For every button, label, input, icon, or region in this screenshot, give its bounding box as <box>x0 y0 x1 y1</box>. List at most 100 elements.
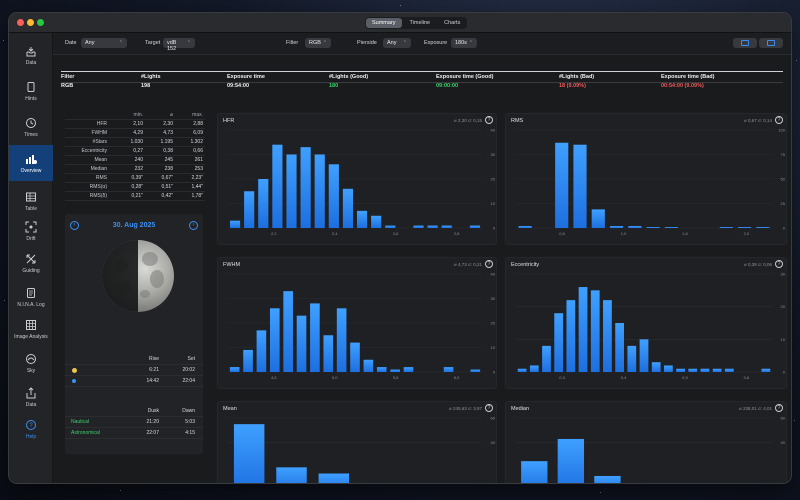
sidebar-item-guiding[interactable]: Guiding <box>9 245 53 281</box>
stats-row: RMS(α) 0,28" 0,51" 1,44" <box>65 183 205 192</box>
sidebar-item-drift[interactable]: Drift <box>9 213 53 249</box>
layout-toggle-a-button[interactable] <box>733 38 757 48</box>
stats-cell: ⌀ <box>169 112 173 118</box>
chart-stat: ⌀ 4,73 σ: 0,21 <box>453 262 482 267</box>
histogram-bar <box>518 226 532 228</box>
astronomical-label: Astronomical <box>71 430 100 436</box>
stats-cell: 1.195 <box>160 139 173 145</box>
histogram-bar <box>385 225 396 228</box>
histogram-bar <box>594 475 621 483</box>
tab-timeline[interactable]: Timeline <box>409 20 431 26</box>
sidebar-item-image-analysis[interactable]: Image Analysis <box>9 311 53 347</box>
sidebar-item-hints[interactable]: Hints <box>9 73 53 109</box>
histogram-plot: 40 60 <box>516 416 786 483</box>
x-tick-label: 0,4 <box>621 375 627 380</box>
filter-filter-select[interactable]: RGB ⌃ <box>305 38 331 48</box>
sidebar-item-sky[interactable]: Sky <box>9 345 53 381</box>
sidebar-item-n-i-n-a-log[interactable]: N.I.N.A. Log <box>9 279 53 315</box>
histogram-bar <box>244 191 255 228</box>
stats-cell: 4,29 <box>133 130 143 136</box>
histogram-bar <box>557 438 585 483</box>
svg-text:?: ? <box>29 423 33 429</box>
histogram-bar <box>403 367 414 372</box>
sidebar-item-overview[interactable]: Overview <box>9 145 53 181</box>
nautical-row: Nautical 21:20 5:03 <box>65 417 203 428</box>
histogram-plot: 0 25 50 75 100 0,6 1,0 1,6 2,0 <box>516 128 786 236</box>
histogram-bar <box>443 367 454 372</box>
chart-help-icon[interactable]: ? <box>775 260 783 268</box>
rise-set-header: Rise Set <box>65 354 203 365</box>
chart-help-icon[interactable]: ? <box>485 260 493 268</box>
summary-value: 00:54:00 (9.09%) <box>661 83 704 89</box>
stats-cell: 1,78" <box>191 193 203 199</box>
layout-toggle-b-button[interactable] <box>759 38 783 48</box>
date-filter-select[interactable]: Any ⌃ <box>81 38 127 48</box>
help-icon: ? <box>26 419 36 430</box>
prev-date-button[interactable]: ‹ <box>70 221 79 230</box>
histogram-bar <box>258 179 269 228</box>
summary-value: 180 <box>329 83 339 89</box>
sidebar-item-label: Data <box>25 401 37 408</box>
astronomical-dusk: 22:07 <box>146 430 159 436</box>
rise-header: Rise <box>148 356 159 362</box>
close-window-button[interactable] <box>17 19 24 26</box>
histogram-bar <box>578 287 588 372</box>
chart-help-icon[interactable]: ? <box>485 404 493 412</box>
twilight-header: Dusk Dawn <box>65 406 203 417</box>
chart-help-icon[interactable]: ? <box>485 116 493 124</box>
stats-header-row: min. ⌀ max. <box>65 111 205 120</box>
sidebar-item-times[interactable]: Times <box>9 109 53 145</box>
filter-bar: Date Any ⌃ Target vdB 152 ⌃ Filter RGB ⌃ Pi… <box>53 33 791 55</box>
y-tick-label: 40 <box>781 440 786 445</box>
histogram-bar <box>628 226 642 228</box>
stats-row-label: FWHM <box>91 130 107 136</box>
stats-row: #Stars 1.030 1.195 1.302 <box>65 138 205 147</box>
sun-row: 6:21 20:02 <box>65 365 203 376</box>
y-tick-label: 20 <box>491 321 496 326</box>
sidebar-item-label: Table <box>25 205 37 212</box>
sidebar-item-help[interactable]: ? Help <box>9 411 53 447</box>
export-icon <box>26 386 36 398</box>
chart-title: FWHM <box>223 262 241 268</box>
target-filter-label: Target <box>145 40 161 46</box>
chart-help-icon[interactable]: ? <box>775 404 783 412</box>
y-tick-label: 75 <box>781 152 786 157</box>
summary-header: #Lights (Bad) <box>559 74 595 80</box>
histogram-bar <box>310 303 320 372</box>
next-date-button[interactable]: › <box>189 221 198 230</box>
y-tick-label: 0 <box>493 370 496 375</box>
histogram-bar <box>371 215 382 228</box>
histogram-fwhm: FWHM ⌀ 4,73 σ: 0,21? 0 10 20 30 40 4,5 5,0 5,5 6,0 <box>217 257 497 389</box>
tab-summary[interactable]: Summary <box>366 18 402 28</box>
pierside-filter-select[interactable]: Any ⌃ <box>383 38 411 48</box>
histogram-bar <box>376 367 387 372</box>
nautical-dawn: 5:03 <box>185 419 195 425</box>
target-filter-select[interactable]: vdB 152 ⌃ <box>163 38 195 52</box>
exposure-filter-select[interactable]: 180s ⌃ <box>451 38 477 48</box>
zoom-window-button[interactable] <box>37 19 44 26</box>
histogram-rms: RMS ⌀ 0,67 σ: 0,14? 0 25 50 75 100 0,6 1,0 1,6 2,0 <box>505 113 787 245</box>
sidebar-item-data[interactable]: Data <box>9 379 53 415</box>
histogram-bar <box>688 368 698 372</box>
histogram-bar <box>283 291 293 372</box>
minimize-window-button[interactable] <box>27 19 34 26</box>
chevron-updown-icon: ⌃ <box>118 40 123 46</box>
sidebar-item-table[interactable]: Table <box>9 183 53 219</box>
sidebar-item-data[interactable]: Data <box>9 37 53 73</box>
histogram-bar <box>573 144 587 228</box>
tab-charts[interactable]: Charts <box>444 20 461 26</box>
sun-icon <box>72 368 77 373</box>
histogram-bar <box>256 330 267 372</box>
sidebar-item-label: Image Analysis <box>14 333 48 340</box>
exposure-filter-label: Exposure <box>424 40 448 46</box>
stats-cell: 2,10 <box>133 121 143 127</box>
sky-icon <box>26 353 36 364</box>
y-tick-label: 30 <box>491 152 496 157</box>
chart-stat: ⌀ 245,63 σ: 3,97 <box>448 406 482 411</box>
histogram-bar <box>286 154 297 228</box>
stats-cell: 2,30 <box>163 121 173 127</box>
histogram-mean: Mean ⌀ 245,63 σ: 3,97? 40 60 <box>217 401 497 483</box>
chart-help-icon[interactable]: ? <box>775 116 783 124</box>
histogram-plot: 0 10 20 30 0,3 0,4 0,5 0,6 <box>516 272 786 380</box>
histogram-bar <box>609 226 624 228</box>
